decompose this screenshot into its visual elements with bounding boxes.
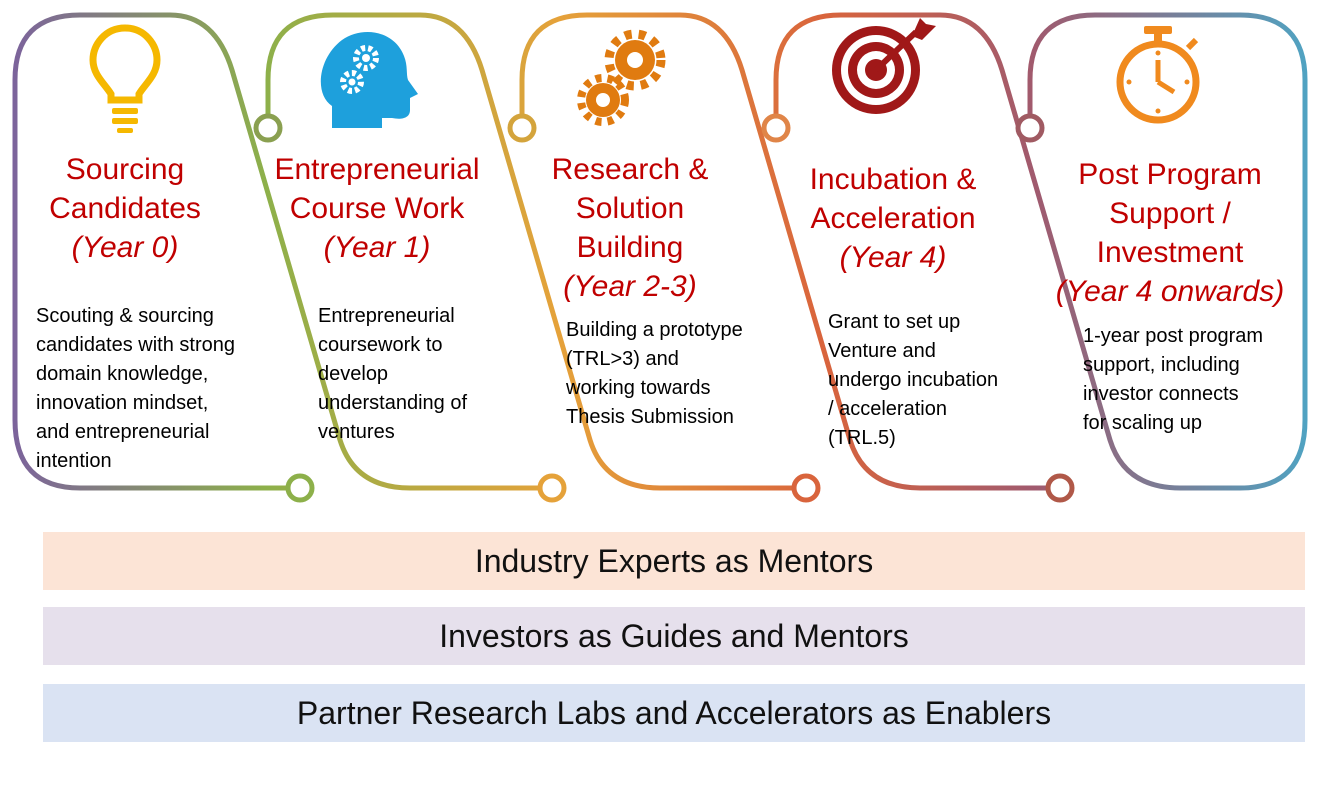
title-line: Course Work (289, 192, 465, 225)
title-line: Research & (551, 153, 709, 186)
stage-title-incubation: Incubation & Acceleration (Year 4) (790, 160, 996, 277)
lightbulb-icon (89, 24, 161, 133)
desc-line: for scaling up (1083, 412, 1202, 434)
desc-line: Thesis Submission (566, 406, 734, 428)
desc-line: undergo incubation (828, 369, 999, 391)
desc-line: working towards (566, 377, 711, 399)
desc-line: Entrepreneurial (318, 305, 455, 327)
stage-title-research: Research & Solution Building (Year 2-3) (530, 150, 730, 306)
stage-year: (Year 0) (71, 231, 179, 264)
desc-line: develop (318, 363, 389, 385)
title-line: Candidates (49, 192, 201, 225)
title-line: Solution (575, 192, 685, 225)
desc-line: Building a prototype (566, 319, 743, 341)
connector-circle (1015, 113, 1045, 143)
band-investors: Investors as Guides and Mentors (43, 607, 1305, 665)
title-line: Investment (1096, 236, 1244, 269)
band-label: Partner Research Labs and Accelerators a… (296, 694, 1052, 731)
connector-circle (285, 473, 315, 503)
desc-line: intention (36, 450, 112, 472)
title-line: Support / (1109, 197, 1231, 230)
stage-desc-research: Building a prototype (TRL>3) and working… (566, 316, 743, 432)
title-line: Acceleration (810, 202, 976, 235)
stage-desc-coursework: Entrepreneurial coursework to develop un… (318, 302, 467, 447)
target-icon (832, 18, 936, 114)
desc-line: coursework to (318, 334, 443, 356)
connector-circle (507, 113, 537, 143)
title-line: Building (576, 231, 684, 264)
desc-line: domain knowledge, (36, 363, 209, 385)
desc-line: / acceleration (828, 398, 947, 420)
connector-circle (761, 113, 791, 143)
path-segment-2 (265, 12, 795, 491)
process-path (12, 12, 1308, 503)
desc-line: Venture and (828, 340, 936, 362)
desc-line: 1-year post program (1083, 325, 1264, 347)
band-label: Investors as Guides and Mentors (439, 617, 909, 654)
head-gears-icon (320, 32, 418, 129)
desc-line: and entrepreneurial (36, 421, 210, 443)
title-line: Incubation & (809, 163, 977, 196)
stage-desc-post-program: 1-year post program support, including i… (1083, 322, 1263, 438)
connector-circle (537, 473, 567, 503)
desc-line: (TRL>3) and (566, 348, 679, 370)
title-line: Sourcing (65, 153, 185, 186)
stage-year: (Year 2-3) (563, 270, 697, 303)
stage-title-coursework: Entrepreneurial Course Work (Year 1) (262, 150, 492, 267)
desc-line: understanding of (318, 392, 468, 414)
path-segment-1 (12, 12, 540, 491)
stage-year: (Year 4) (839, 241, 947, 274)
desc-line: innovation mindset, (36, 392, 209, 414)
desc-line: Grant to set up (828, 311, 961, 333)
stage-desc-sourcing: Scouting & sourcing candidates with stro… (36, 302, 235, 476)
title-line: Post Program (1078, 158, 1262, 191)
band-partner-labs: Partner Research Labs and Accelerators a… (43, 684, 1305, 742)
gears-icon (577, 29, 666, 126)
desc-line: investor connects (1083, 383, 1239, 405)
stopwatch-icon (1116, 26, 1200, 124)
stage-title-post-program: Post Program Support / Investment (Year … (1040, 155, 1300, 311)
stage-year: (Year 1) (323, 231, 431, 264)
band-label: Industry Experts as Mentors (474, 542, 874, 579)
connector-circle (253, 113, 283, 143)
stage-title-sourcing: Sourcing Candidates (Year 0) (30, 150, 220, 267)
desc-line: candidates with strong (36, 334, 236, 356)
path-segment-3 (519, 12, 1050, 491)
desc-line: (TRL.5) (828, 427, 896, 449)
stage-year: (Year 4 onwards) (1055, 275, 1285, 308)
desc-line: support, including (1083, 354, 1240, 376)
stage-desc-incubation: Grant to set up Venture and undergo incu… (828, 308, 998, 453)
desc-line: Scouting & sourcing (36, 305, 214, 327)
connector-circle (1045, 473, 1075, 503)
desc-line: ventures (318, 421, 395, 443)
band-industry-experts: Industry Experts as Mentors (43, 532, 1305, 590)
connector-circle (791, 473, 821, 503)
path-segment-4 (773, 12, 1308, 491)
title-line: Entrepreneurial (274, 153, 480, 186)
